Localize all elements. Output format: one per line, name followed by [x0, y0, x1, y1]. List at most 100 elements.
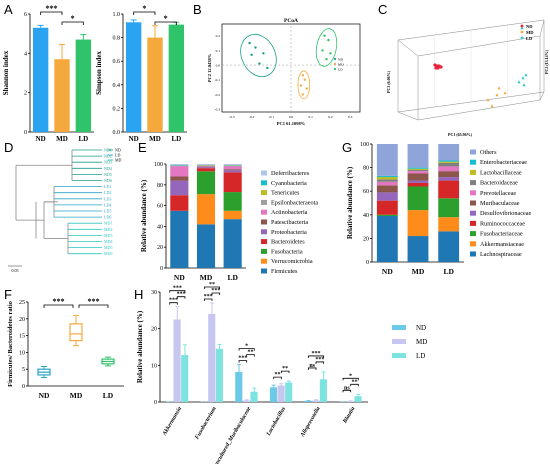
stacked-segment [407, 182, 429, 187]
legend-label: MD [526, 30, 534, 35]
legend-label: Verrucomicrobia [271, 258, 313, 265]
box-edge [539, 91, 545, 101]
y-tick-label: 10 [19, 350, 25, 356]
y-tick-label: 0 [366, 260, 369, 266]
bar-ld [319, 379, 327, 402]
y-tick-label: 0.4 [113, 83, 121, 89]
bar-nd [304, 400, 312, 402]
scatter-point-ld [517, 80, 521, 84]
y-tick-label: 30 [151, 290, 157, 296]
y-tick-label: 5 [22, 367, 25, 373]
legend-marker [520, 30, 524, 34]
leaf-label: MD3 [104, 233, 112, 238]
scatter-point-md [503, 91, 507, 95]
stacked-segment [376, 179, 398, 182]
x-tick-label: MD [70, 391, 83, 400]
bar-md [173, 319, 181, 402]
y-axis-label: PC2 12.0438% [207, 53, 212, 82]
panel-h-genus-bar-chart: 0102030*********Akkermansia********Fusob… [136, 282, 427, 464]
stacked-segment [196, 168, 216, 172]
stacked-segment [407, 180, 429, 183]
x-tick-label: Fusobacterium [194, 406, 218, 441]
y-tick-label: 80 [363, 166, 369, 172]
panel-g-family-stacked-chart: 0 20 40 60 80 100 ND MD LD Relative abundance (%)… [346, 142, 531, 276]
bar-ld [354, 396, 362, 402]
stacked-segment [223, 166, 242, 170]
leaf-label: LD2 [104, 190, 111, 195]
x-tick-label: Akkermansia [161, 406, 183, 438]
legend-label: LD [338, 68, 343, 72]
scatter-point-md [495, 93, 499, 97]
stacked-segment [170, 180, 189, 196]
legend-label: LD [526, 36, 533, 41]
scatter-point-ld [321, 49, 324, 52]
stacked-segment [407, 236, 429, 262]
significance-label: * [245, 344, 248, 350]
legend-swatch [261, 190, 267, 196]
significance-bracket [154, 21, 177, 25]
x-tick-label: Blautia [342, 406, 357, 425]
legend-label: MD [338, 63, 344, 67]
y-axis-label: Simpson index [95, 51, 103, 95]
scatter-point-nd [250, 53, 253, 56]
legend-label: ND [338, 58, 344, 62]
significance-label: *** [53, 297, 65, 306]
panel-f-ratio-boxplot: 0 5 10 15 20 25 ND MD LD *** *** Firmicutes/ Bacter… [7, 297, 124, 400]
y-tick-label: 80 [157, 183, 163, 189]
significance-bracket [342, 377, 359, 381]
stacked-segment [223, 170, 242, 173]
leaf-label: LD5 [104, 209, 111, 214]
legend-swatch [261, 180, 267, 186]
legend-label: Patescibacteria [271, 219, 308, 226]
legend-swatch [470, 231, 476, 237]
significance-bracket [43, 304, 74, 308]
stacked-segment [170, 195, 189, 211]
box-edge [417, 35, 541, 57]
x-tick-label: uncultured_Muribaculaceae [213, 406, 253, 464]
y-tick-label: 2 [24, 91, 27, 97]
significance-bracket [211, 292, 221, 295]
y-axis-label: PC3 (6.06%) [386, 70, 391, 93]
bar-md [54, 59, 70, 132]
y-tick-label: 1.0 [113, 12, 121, 18]
bar-nd [125, 22, 142, 132]
significance-label: * [164, 14, 168, 23]
stacked-segment [438, 231, 460, 262]
chart-title: PCoA [284, 18, 298, 24]
significance-label: ** [247, 350, 253, 356]
leaf-label: ND4 [104, 166, 112, 171]
y-tick-label: -0.3 [214, 108, 220, 112]
significance-label: *** [169, 298, 178, 304]
scatter-point-nd [266, 66, 269, 70]
bar-nd [269, 387, 278, 402]
stacked-segment [407, 144, 429, 168]
significance-label: *** [315, 357, 324, 363]
legend-label: Desulfovibrionaceae [480, 210, 531, 217]
stacked-segment [376, 192, 398, 201]
y-tick-label: 100 [360, 142, 369, 148]
legend-swatch [261, 209, 267, 215]
y-tick-label: 6 [24, 12, 27, 18]
significance-label: ns [344, 385, 350, 391]
scatter-point-ld [325, 58, 328, 61]
bar-md [277, 385, 285, 402]
leaf-label: LD4 [104, 202, 111, 207]
stacked-segment [196, 166, 216, 168]
stacked-segment [438, 171, 460, 178]
legend-label: Cyanobacteria [271, 180, 307, 187]
significance-label: * [349, 373, 352, 379]
significance-label: * [71, 14, 75, 23]
stacked-segment [376, 214, 398, 216]
significance-label: ** [282, 366, 288, 372]
significance-label: ** [351, 379, 357, 385]
y-tick-label: 20 [151, 327, 157, 333]
y-tick-label: 0.8 [113, 36, 121, 42]
leaf-label: MD5 [104, 245, 112, 250]
legend-label: MD [416, 338, 427, 346]
scatter-point-md [301, 93, 305, 96]
significance-label: *** [204, 294, 213, 300]
stacked-segment [196, 166, 216, 167]
stacked-segment [223, 164, 242, 166]
legend-swatch [261, 229, 267, 235]
significance-bracket [238, 348, 255, 351]
